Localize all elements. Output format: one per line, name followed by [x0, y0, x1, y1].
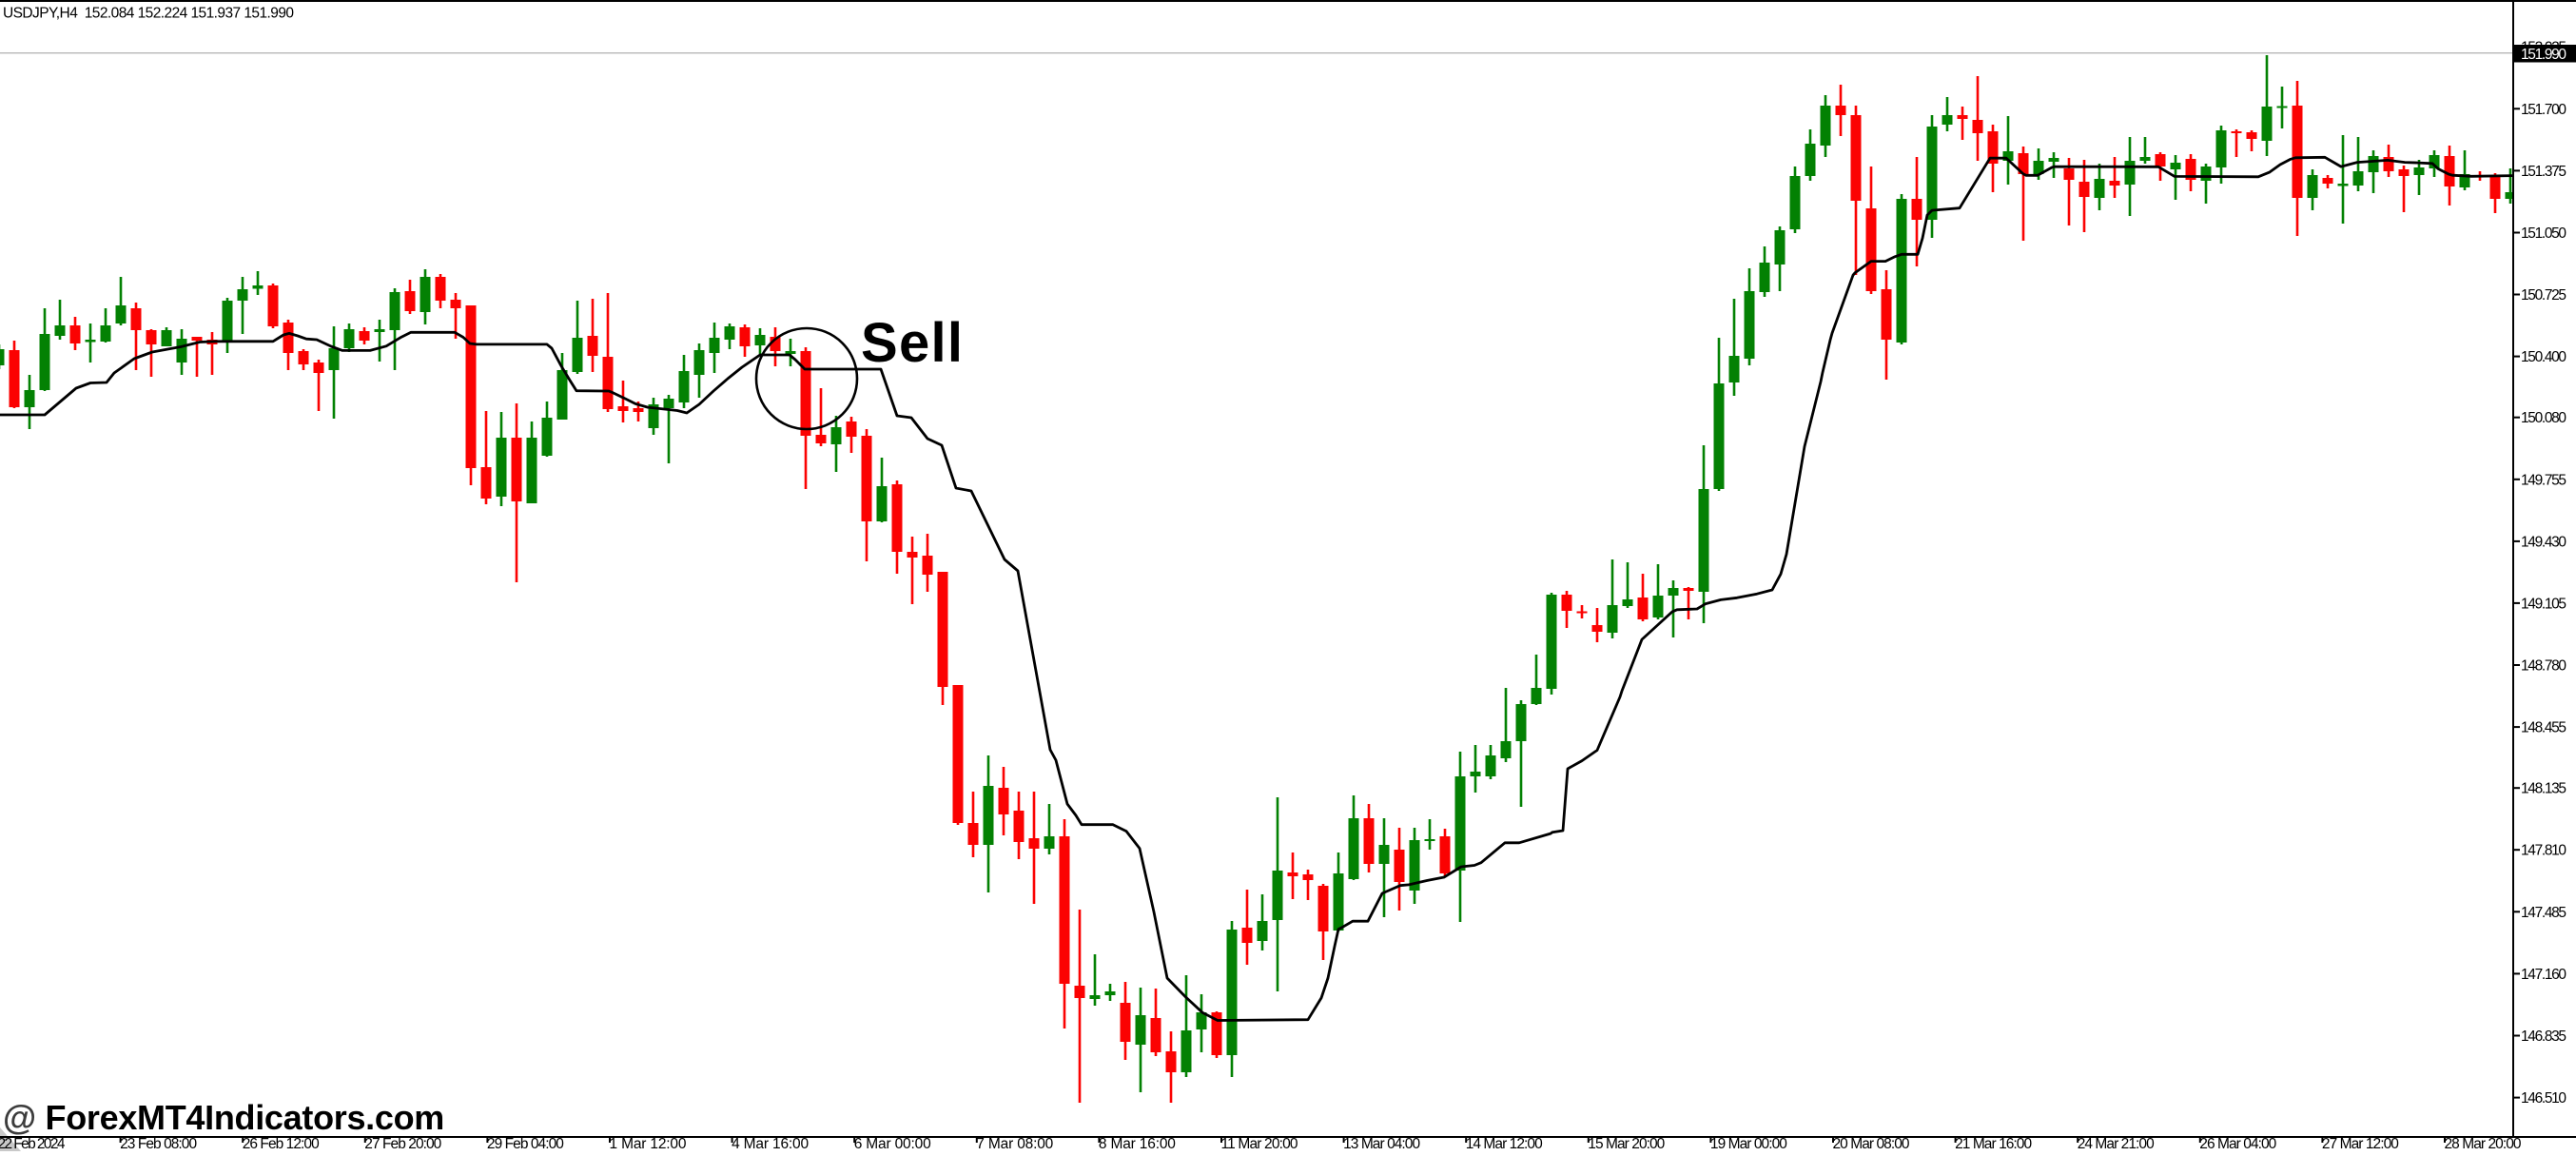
svg-text:150.400: 150.400	[2521, 349, 2566, 365]
svg-text:147.485: 147.485	[2521, 905, 2566, 921]
svg-text:23 Feb 08:00: 23 Feb 08:00	[120, 1136, 197, 1151]
svg-text:8 Mar 16:00: 8 Mar 16:00	[1099, 1136, 1176, 1151]
svg-text:147.160: 147.160	[2521, 967, 2566, 983]
svg-text:@ ForexMT4Indicators.com: @ ForexMT4Indicators.com	[3, 1098, 444, 1137]
svg-text:20 Mar 08:00: 20 Mar 08:00	[1833, 1136, 1910, 1151]
svg-text:Sell: Sell	[861, 312, 963, 374]
svg-text:19 Mar 00:00: 19 Mar 00:00	[1710, 1136, 1787, 1151]
svg-text:24 Mar 21:00: 24 Mar 21:00	[2078, 1136, 2155, 1151]
svg-text:14 Mar 12:00: 14 Mar 12:00	[1466, 1136, 1543, 1151]
svg-text:11 Mar 20:00: 11 Mar 20:00	[1221, 1136, 1298, 1151]
svg-text:151.990: 151.990	[2521, 47, 2566, 63]
svg-text:26 Feb 12:00: 26 Feb 12:00	[243, 1136, 320, 1151]
svg-text:151.050: 151.050	[2521, 225, 2566, 242]
svg-text:28 Mar 20:00: 28 Mar 20:00	[2445, 1136, 2522, 1151]
svg-text:26 Mar 04:00: 26 Mar 04:00	[2199, 1136, 2276, 1151]
svg-text:146.510: 146.510	[2521, 1090, 2566, 1107]
svg-text:7 Mar 08:00: 7 Mar 08:00	[976, 1136, 1053, 1151]
svg-text:USDJPY,H4 152.084 152.224 151: USDJPY,H4 152.084 152.224 151.937 151.99…	[3, 6, 294, 22]
svg-text:27 Mar 12:00: 27 Mar 12:00	[2322, 1136, 2399, 1151]
svg-text:150.080: 150.080	[2521, 410, 2566, 426]
svg-text:1 Mar 12:00: 1 Mar 12:00	[610, 1136, 687, 1151]
svg-text:146.835: 146.835	[2521, 1029, 2566, 1045]
svg-text:148.135: 148.135	[2521, 781, 2566, 797]
svg-text:149.755: 149.755	[2521, 472, 2566, 488]
svg-text:148.455: 148.455	[2521, 720, 2566, 736]
svg-text:151.700: 151.700	[2521, 102, 2566, 118]
svg-text:151.375: 151.375	[2521, 164, 2566, 180]
svg-text:15 Mar 20:00: 15 Mar 20:00	[1588, 1136, 1665, 1151]
svg-text:21 Mar 16:00: 21 Mar 16:00	[1955, 1136, 2032, 1151]
svg-text:147.810: 147.810	[2521, 843, 2566, 859]
svg-text:29 Feb 04:00: 29 Feb 04:00	[487, 1136, 564, 1151]
svg-text:13 Mar 04:00: 13 Mar 04:00	[1343, 1136, 1420, 1151]
svg-text:22 Feb 2024: 22 Feb 2024	[0, 1136, 66, 1151]
svg-text:150.725: 150.725	[2521, 287, 2566, 304]
svg-text:6 Mar 00:00: 6 Mar 00:00	[854, 1136, 931, 1151]
svg-text:148.780: 148.780	[2521, 658, 2566, 675]
svg-text:4 Mar 16:00: 4 Mar 16:00	[732, 1136, 809, 1151]
svg-text:27 Feb 20:00: 27 Feb 20:00	[364, 1136, 441, 1151]
svg-text:149.430: 149.430	[2521, 534, 2566, 550]
svg-text:149.105: 149.105	[2521, 596, 2566, 612]
